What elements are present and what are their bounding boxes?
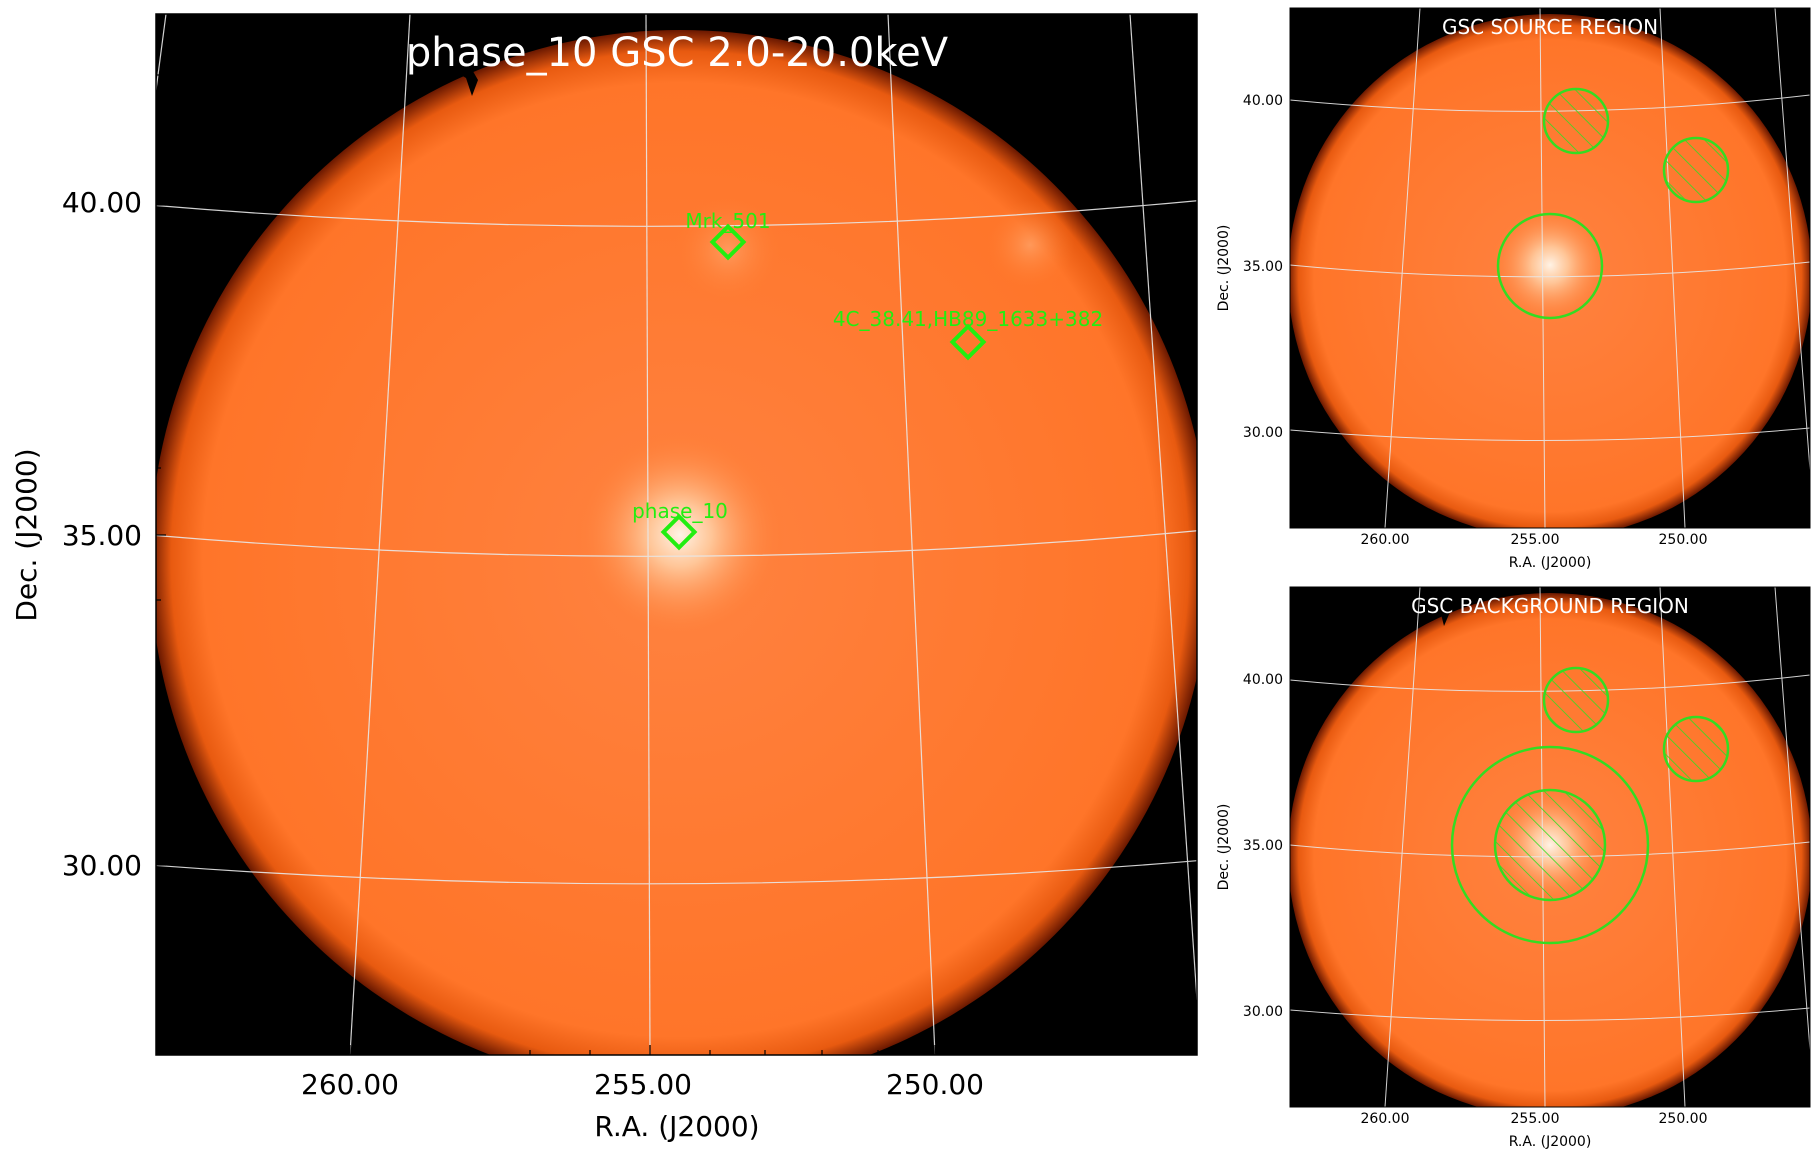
src-phase10-glow bbox=[1490, 205, 1610, 325]
src-frame bbox=[1289, 7, 1811, 529]
main-xlabel: R.A. (J2000) bbox=[594, 1110, 759, 1143]
src-source-circle bbox=[1496, 212, 1604, 320]
bkg-annulus-outer bbox=[1450, 745, 1650, 945]
main-ytick-30: 30.00 bbox=[62, 849, 142, 882]
main-grid-dec-35 bbox=[156, 530, 1197, 557]
bkg-xtick-260: 260.00 bbox=[1361, 1111, 1410, 1127]
main-xtick-260: 260.00 bbox=[301, 1068, 399, 1101]
main-title: phase_10 GSC 2.0-20.0keV bbox=[406, 30, 949, 76]
main-grid-ra-255 bbox=[645, 14, 651, 1055]
background-region-panel: GSC BACKGROUND REGION 260.00 255.00 250.… bbox=[1216, 586, 1811, 1150]
marker-4c3841 bbox=[949, 323, 987, 361]
bkg-xlabel: R.A. (J2000) bbox=[1509, 1134, 1592, 1150]
source-region-panel: GSC SOURCE REGION 260.00 255.00 250.00 4… bbox=[1216, 7, 1811, 571]
src-xtick-250: 250.00 bbox=[1659, 532, 1708, 548]
main-grid-ra-265 bbox=[156, 14, 167, 91]
main-grid bbox=[156, 14, 1197, 1055]
bkg-fov-notch bbox=[1432, 600, 1450, 626]
src-ytick-30: 30.00 bbox=[1243, 425, 1283, 441]
main-grid-ra-245 bbox=[1129, 14, 1197, 1001]
main-xtick-250: 250.00 bbox=[886, 1068, 984, 1101]
main-faint-glow bbox=[985, 200, 1075, 290]
marker-phase10 bbox=[660, 513, 698, 551]
main-mrk501-glow bbox=[673, 195, 783, 305]
src-ytick-35: 35.00 bbox=[1243, 259, 1283, 275]
bkg-exclusion-4c3841 bbox=[1662, 715, 1730, 783]
main-panel: Mrk_501 4C_38.41,HB89_1633+382 phase_10 … bbox=[10, 13, 1198, 1143]
bkg-ytick-35: 35.00 bbox=[1243, 838, 1283, 854]
label-mrk501: Mrk_501 bbox=[685, 209, 770, 233]
bkg-frame bbox=[1289, 586, 1811, 1108]
src-ylabel: Dec. (J2000) bbox=[1216, 225, 1232, 312]
main-grid-dec-30 bbox=[156, 860, 1197, 885]
src-xtick-255: 255.00 bbox=[1511, 532, 1560, 548]
main-grid-ra-250 bbox=[887, 14, 936, 1055]
main-phase10-glow bbox=[575, 430, 785, 640]
main-grid-dec-40 bbox=[156, 200, 1197, 227]
bkg-xtick-255: 255.00 bbox=[1511, 1111, 1560, 1127]
bkg-annulus-inner-excluded bbox=[1493, 788, 1607, 902]
src-title: GSC SOURCE REGION bbox=[1442, 15, 1658, 39]
src-regions bbox=[1496, 87, 1730, 320]
main-source-markers bbox=[660, 223, 987, 551]
src-grid bbox=[1290, 8, 1810, 528]
src-exclusion-4c3841 bbox=[1662, 136, 1730, 204]
src-xlabel: R.A. (J2000) bbox=[1509, 555, 1592, 571]
src-xtick-260: 260.00 bbox=[1361, 532, 1410, 548]
bkg-exclusion-mrk501 bbox=[1542, 666, 1610, 734]
bkg-regions bbox=[1450, 666, 1730, 945]
src-exclusion-mrk501 bbox=[1542, 87, 1610, 155]
main-ylabel: Dec. (J2000) bbox=[10, 448, 43, 621]
main-ytick-40: 40.00 bbox=[62, 186, 142, 219]
label-phase10: phase_10 bbox=[632, 499, 728, 523]
main-ytick-35: 35.00 bbox=[62, 519, 142, 552]
marker-mrk501 bbox=[709, 223, 747, 261]
bkg-ytick-40: 40.00 bbox=[1243, 672, 1283, 688]
bkg-ylabel: Dec. (J2000) bbox=[1216, 804, 1232, 891]
bkg-title: GSC BACKGROUND REGION bbox=[1411, 594, 1689, 618]
main-ticks bbox=[156, 74, 1166, 1055]
src-ytick-40: 40.00 bbox=[1243, 93, 1283, 109]
bkg-xtick-250: 250.00 bbox=[1659, 1111, 1708, 1127]
bkg-ytick-30: 30.00 bbox=[1243, 1004, 1283, 1020]
main-fov-notch bbox=[456, 66, 478, 96]
main-xtick-255: 255.00 bbox=[594, 1068, 692, 1101]
main-grid-ra-260 bbox=[349, 14, 411, 1055]
label-4c3841: 4C_38.41,HB89_1633+382 bbox=[833, 307, 1103, 331]
